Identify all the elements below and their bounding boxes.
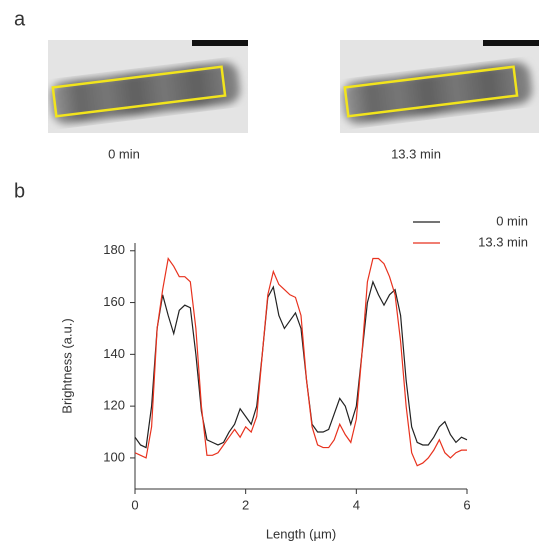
y-tick-label: 120: [103, 398, 125, 413]
y-tick-label: 140: [103, 346, 125, 361]
y-tick-label: 160: [103, 294, 125, 309]
legend-label: 13.3 min: [478, 234, 528, 249]
image-label: 0 min: [108, 146, 140, 161]
figure: a b 0 min 13.3 min Brightness (a.u.) Len…: [0, 0, 539, 548]
panel-label: a: [14, 8, 26, 30]
micrograph: [48, 40, 248, 133]
legend-label: 0 min: [496, 213, 528, 228]
data-line: [135, 282, 467, 448]
image-label: 13.3 min: [391, 146, 441, 161]
x-tick-label: 4: [353, 497, 360, 512]
y-tick-label: 180: [103, 242, 125, 257]
x-tick-label: 2: [242, 497, 249, 512]
data-line: [135, 259, 467, 466]
panel-label: b: [14, 180, 25, 202]
micrograph: [340, 40, 539, 133]
x-axis-label: Length (µm): [266, 526, 336, 541]
x-tick-label: 0: [131, 497, 138, 512]
x-tick-label: 6: [463, 497, 470, 512]
y-axis-label: Brightness (a.u.): [59, 318, 74, 413]
y-tick-label: 100: [103, 449, 125, 464]
